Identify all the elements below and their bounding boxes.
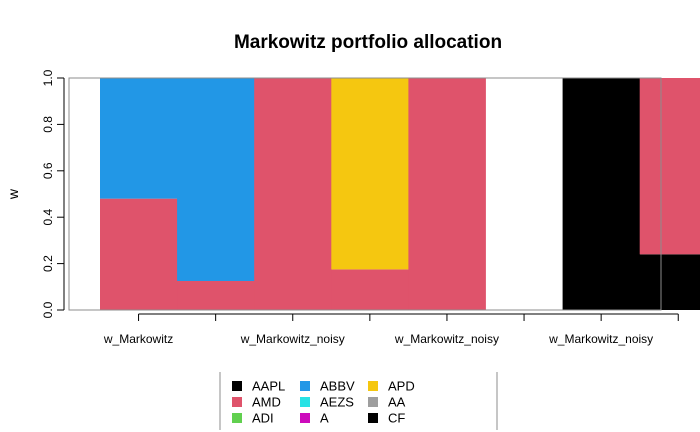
legend-label-amd: AMD [252,395,281,410]
legend-swatch-a [300,413,310,423]
legend-swatch-aa [368,397,378,407]
plot-frame [68,77,662,311]
bar-segment-amd-8 [639,78,700,255]
legend-label-cf: CF [388,411,405,426]
bar-segment-aapl-7 [562,78,641,310]
x-axis: w_Markowitz w_Markowitz_noisy w_Markowitz_… [103,313,679,346]
bar-segment-amd-4 [331,269,409,310]
legend-swatch-adi [232,413,242,423]
x-tick-label: w_Markowitz_noisy [394,332,499,346]
y-tick-label: 0.6 [41,162,55,179]
x-tick-label: w_Markowitz_noisy [240,332,345,346]
bar-segment-amd-3 [254,78,332,310]
y-axis-label: w [5,188,21,200]
y-tick-label: 0.0 [41,301,55,318]
bar-segment-amd-5 [408,78,486,310]
chart-title: Markowitz portfolio allocation [234,32,502,53]
bar-segment-aapl-8 [639,254,700,310]
bars-layer [100,78,700,310]
legend-label-aezs: AEZS [320,395,354,410]
bar-segment-apd-4 [331,78,409,270]
legend-swatch-aapl [232,381,242,391]
bar-segment-abbv-1 [100,78,178,199]
legend-swatch-abbv [300,381,310,391]
legend-label-aa: AA [388,395,406,410]
legend-label-a: A [320,411,329,426]
y-tick-label: 0.8 [41,116,55,133]
x-tick-label: w_Markowitz [103,332,173,346]
y-tick-label: 0.2 [41,255,55,272]
legend-label-abbv: ABBV [320,379,355,394]
legend-swatch-aezs [300,397,310,407]
legend-label-apd: APD [388,379,415,394]
legend-label-aapl: AAPL [252,379,285,394]
legend-label-adi: ADI [252,411,274,426]
legend-swatch-amd [232,397,242,407]
bar-segment-amd-1 [100,198,178,310]
y-axis: 0.0 0.2 0.4 0.6 0.8 1.0 [41,69,65,318]
legend-swatch-apd [368,381,378,391]
y-tick-label: 1.0 [41,69,55,86]
legend-swatch-cf [368,413,378,423]
y-tick-label: 0.4 [41,209,55,226]
bar-segment-amd-2 [177,281,255,310]
bar-segment-abbv-2 [177,78,255,281]
x-tick-label: w_Markowitz_noisy [548,332,653,346]
